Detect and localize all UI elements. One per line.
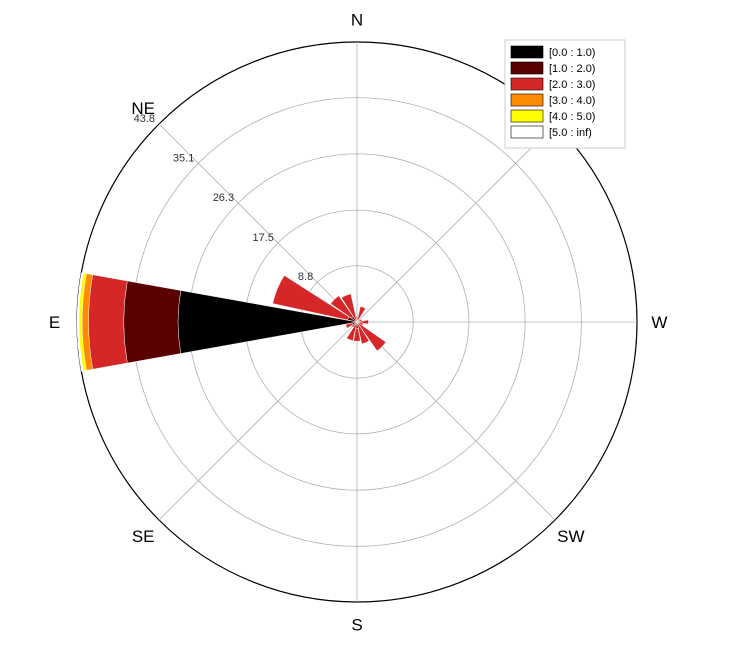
radial-tick-label: 35.1	[173, 152, 194, 164]
radial-tick-label: 8.8	[298, 271, 313, 283]
legend-label: [2.0 : 3.0)	[549, 79, 595, 91]
direction-label: NE	[131, 99, 155, 118]
direction-label: N	[351, 11, 363, 30]
windrose-chart-container: 8.817.526.335.143.8NNEESESSWWNW[0.0 : 1.…	[0, 0, 731, 646]
legend-label: [1.0 : 2.0)	[549, 63, 595, 75]
legend-label: [3.0 : 4.0)	[549, 95, 595, 107]
radial-tick-label: 17.5	[252, 232, 273, 244]
legend: [0.0 : 1.0) [1.0 : 2.0) [2.0 : 3.0) [3.0 : …	[505, 40, 625, 148]
direction-label: E	[49, 313, 60, 332]
direction-label: SW	[557, 527, 584, 546]
direction-label: SE	[132, 527, 155, 546]
legend-label: [0.0 : 1.0)	[549, 47, 595, 59]
legend-label: [5.0 : inf)	[549, 127, 592, 139]
windrose-svg: 8.817.526.335.143.8NNEESESSWWNW[0.0 : 1.…	[0, 0, 731, 646]
direction-label: W	[651, 313, 667, 332]
direction-label: S	[351, 615, 362, 634]
radial-tick-label: 26.3	[213, 192, 234, 204]
legend-label: [4.0 : 5.0)	[549, 111, 595, 123]
